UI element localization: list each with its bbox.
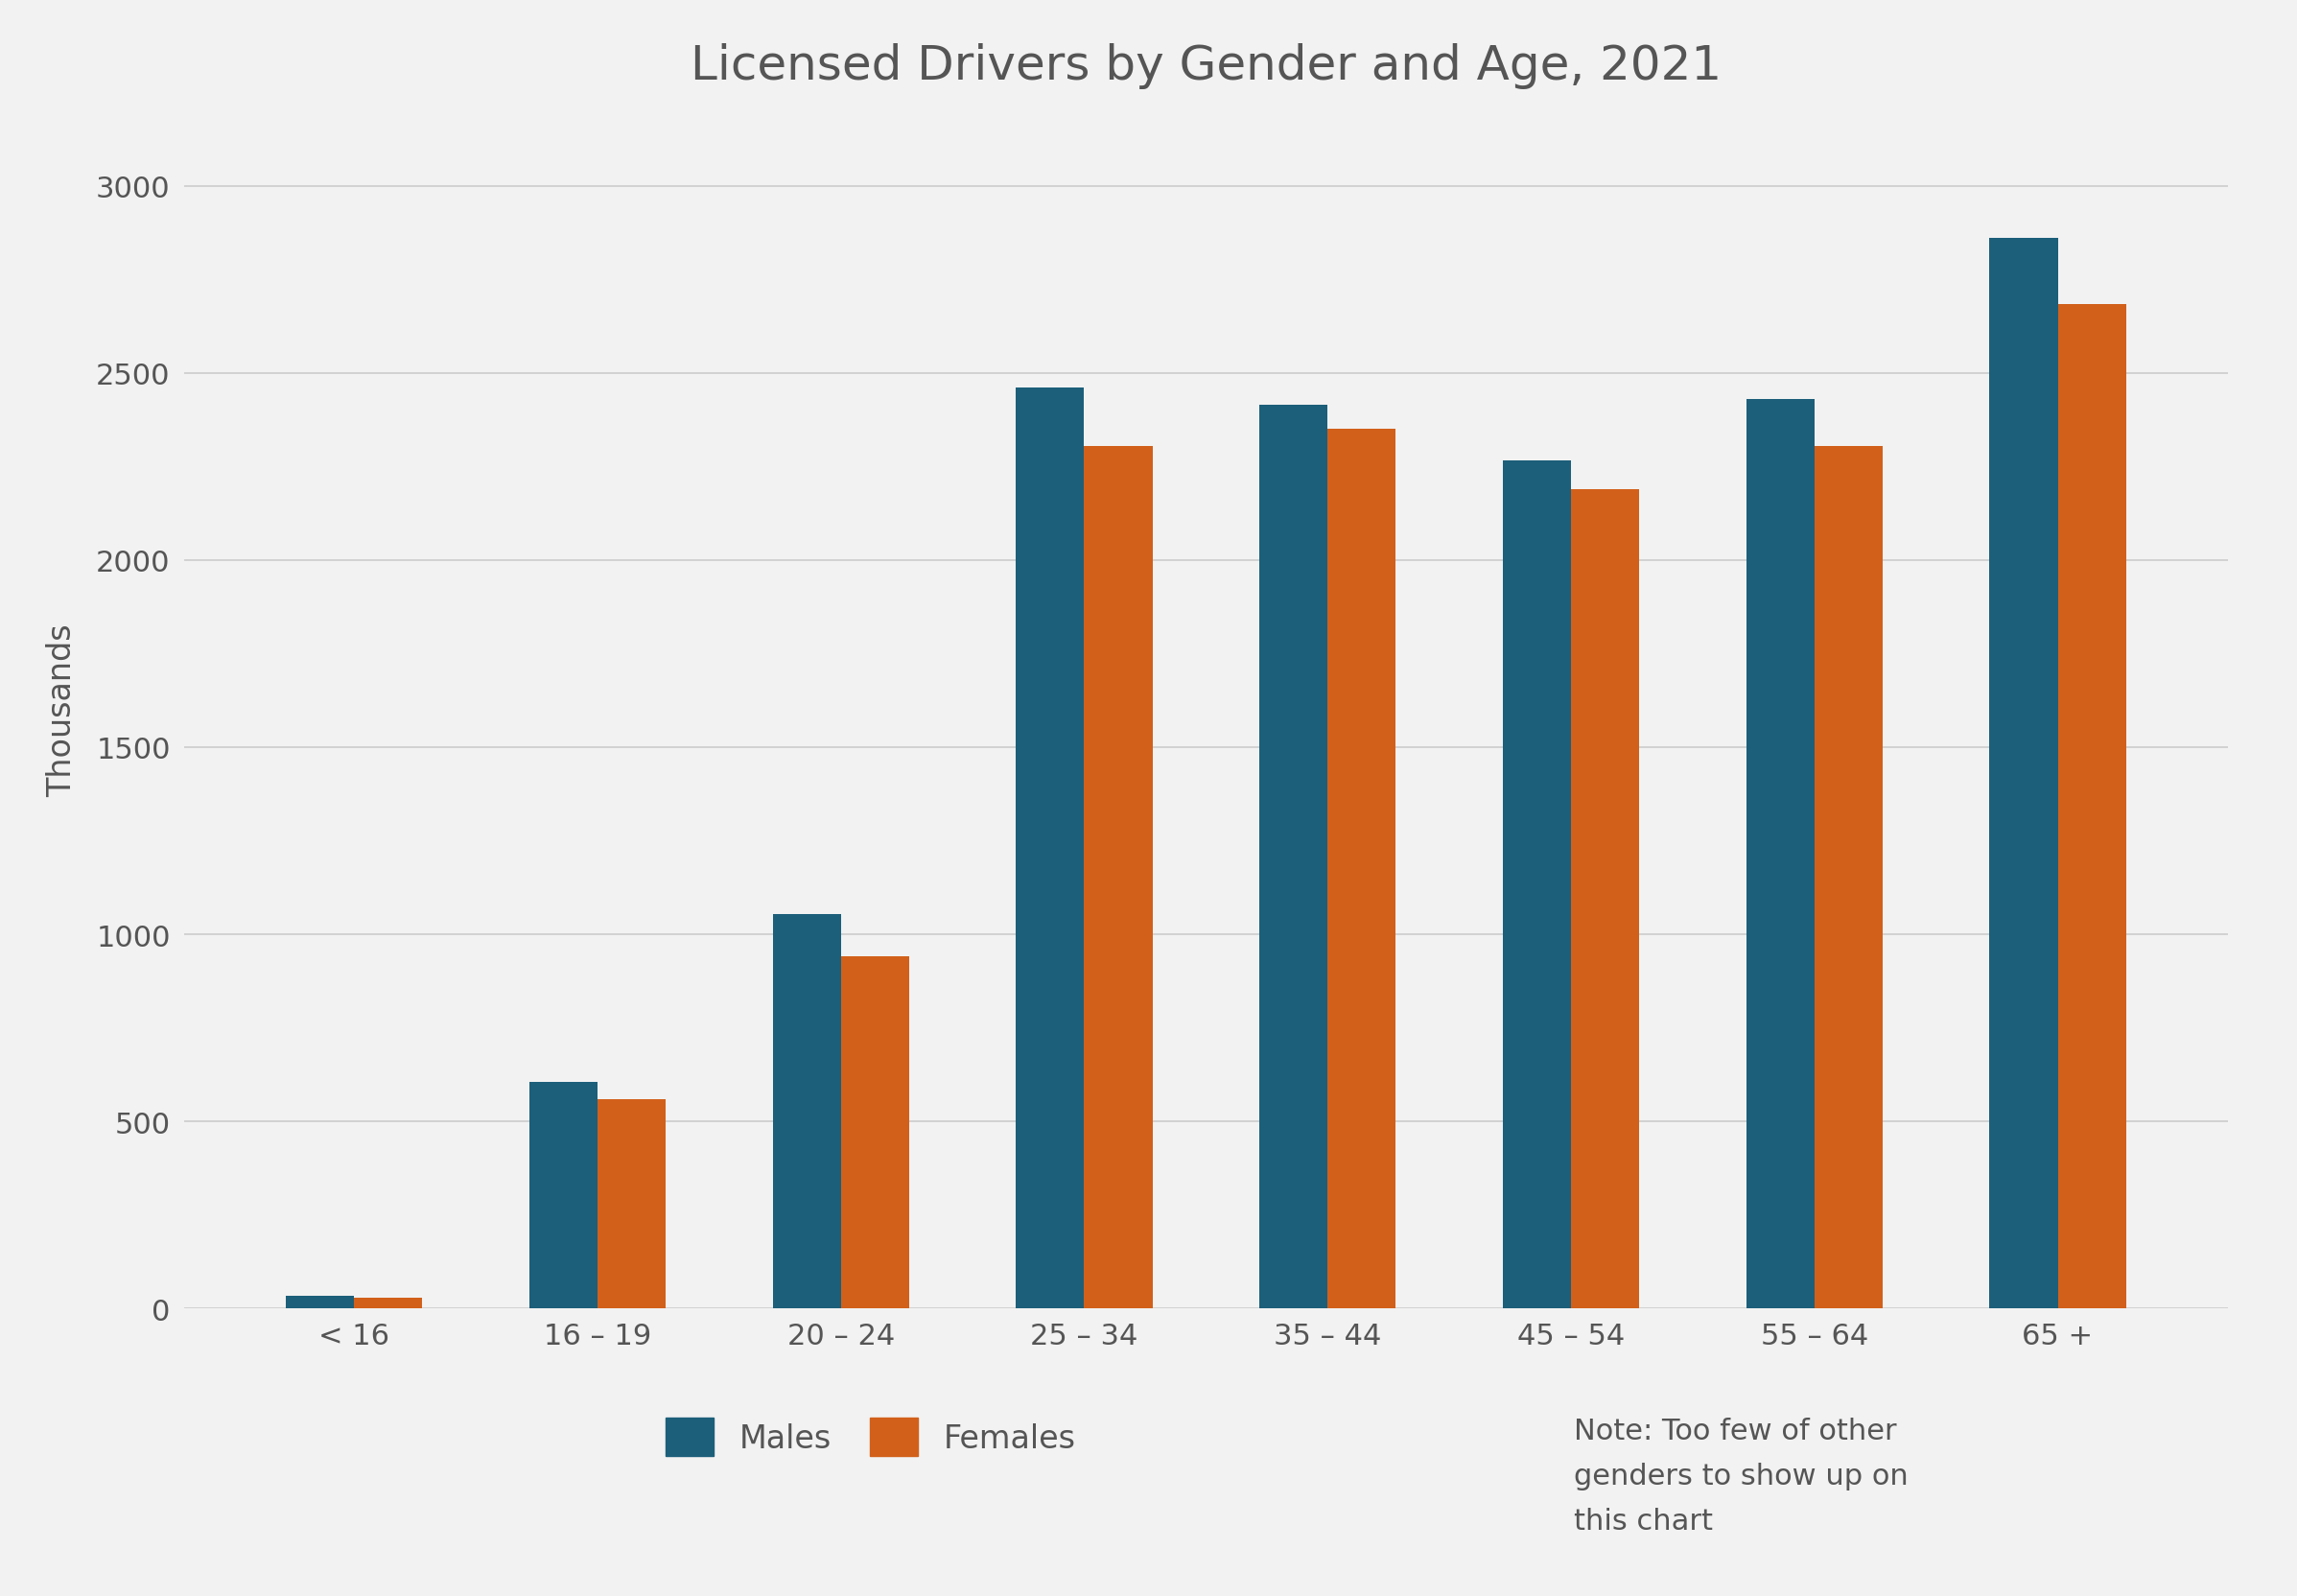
Bar [1084, 447, 1153, 1309]
Bar [528, 1082, 597, 1309]
Text: Note: Too few of other
genders to show up on
this chart: Note: Too few of other genders to show u… [1573, 1417, 1909, 1535]
Title: Licensed Drivers by Gender and Age, 2021: Licensed Drivers by Gender and Age, 2021 [691, 43, 1720, 89]
Bar [1259, 405, 1328, 1309]
Y-axis label: Thousands: Thousands [46, 624, 78, 796]
Bar [1571, 490, 1640, 1309]
Bar [1989, 239, 2058, 1309]
Bar [1328, 429, 1397, 1309]
Bar [1815, 447, 1884, 1309]
Bar [2058, 305, 2127, 1309]
Bar [1746, 399, 1815, 1309]
Bar [1015, 388, 1084, 1309]
Bar [1502, 461, 1571, 1309]
Bar [597, 1100, 666, 1309]
Bar [285, 1296, 354, 1309]
Bar [772, 915, 841, 1309]
Bar [354, 1298, 423, 1309]
Legend: Males, Females: Males, Females [650, 1401, 1091, 1472]
Bar [841, 958, 910, 1309]
